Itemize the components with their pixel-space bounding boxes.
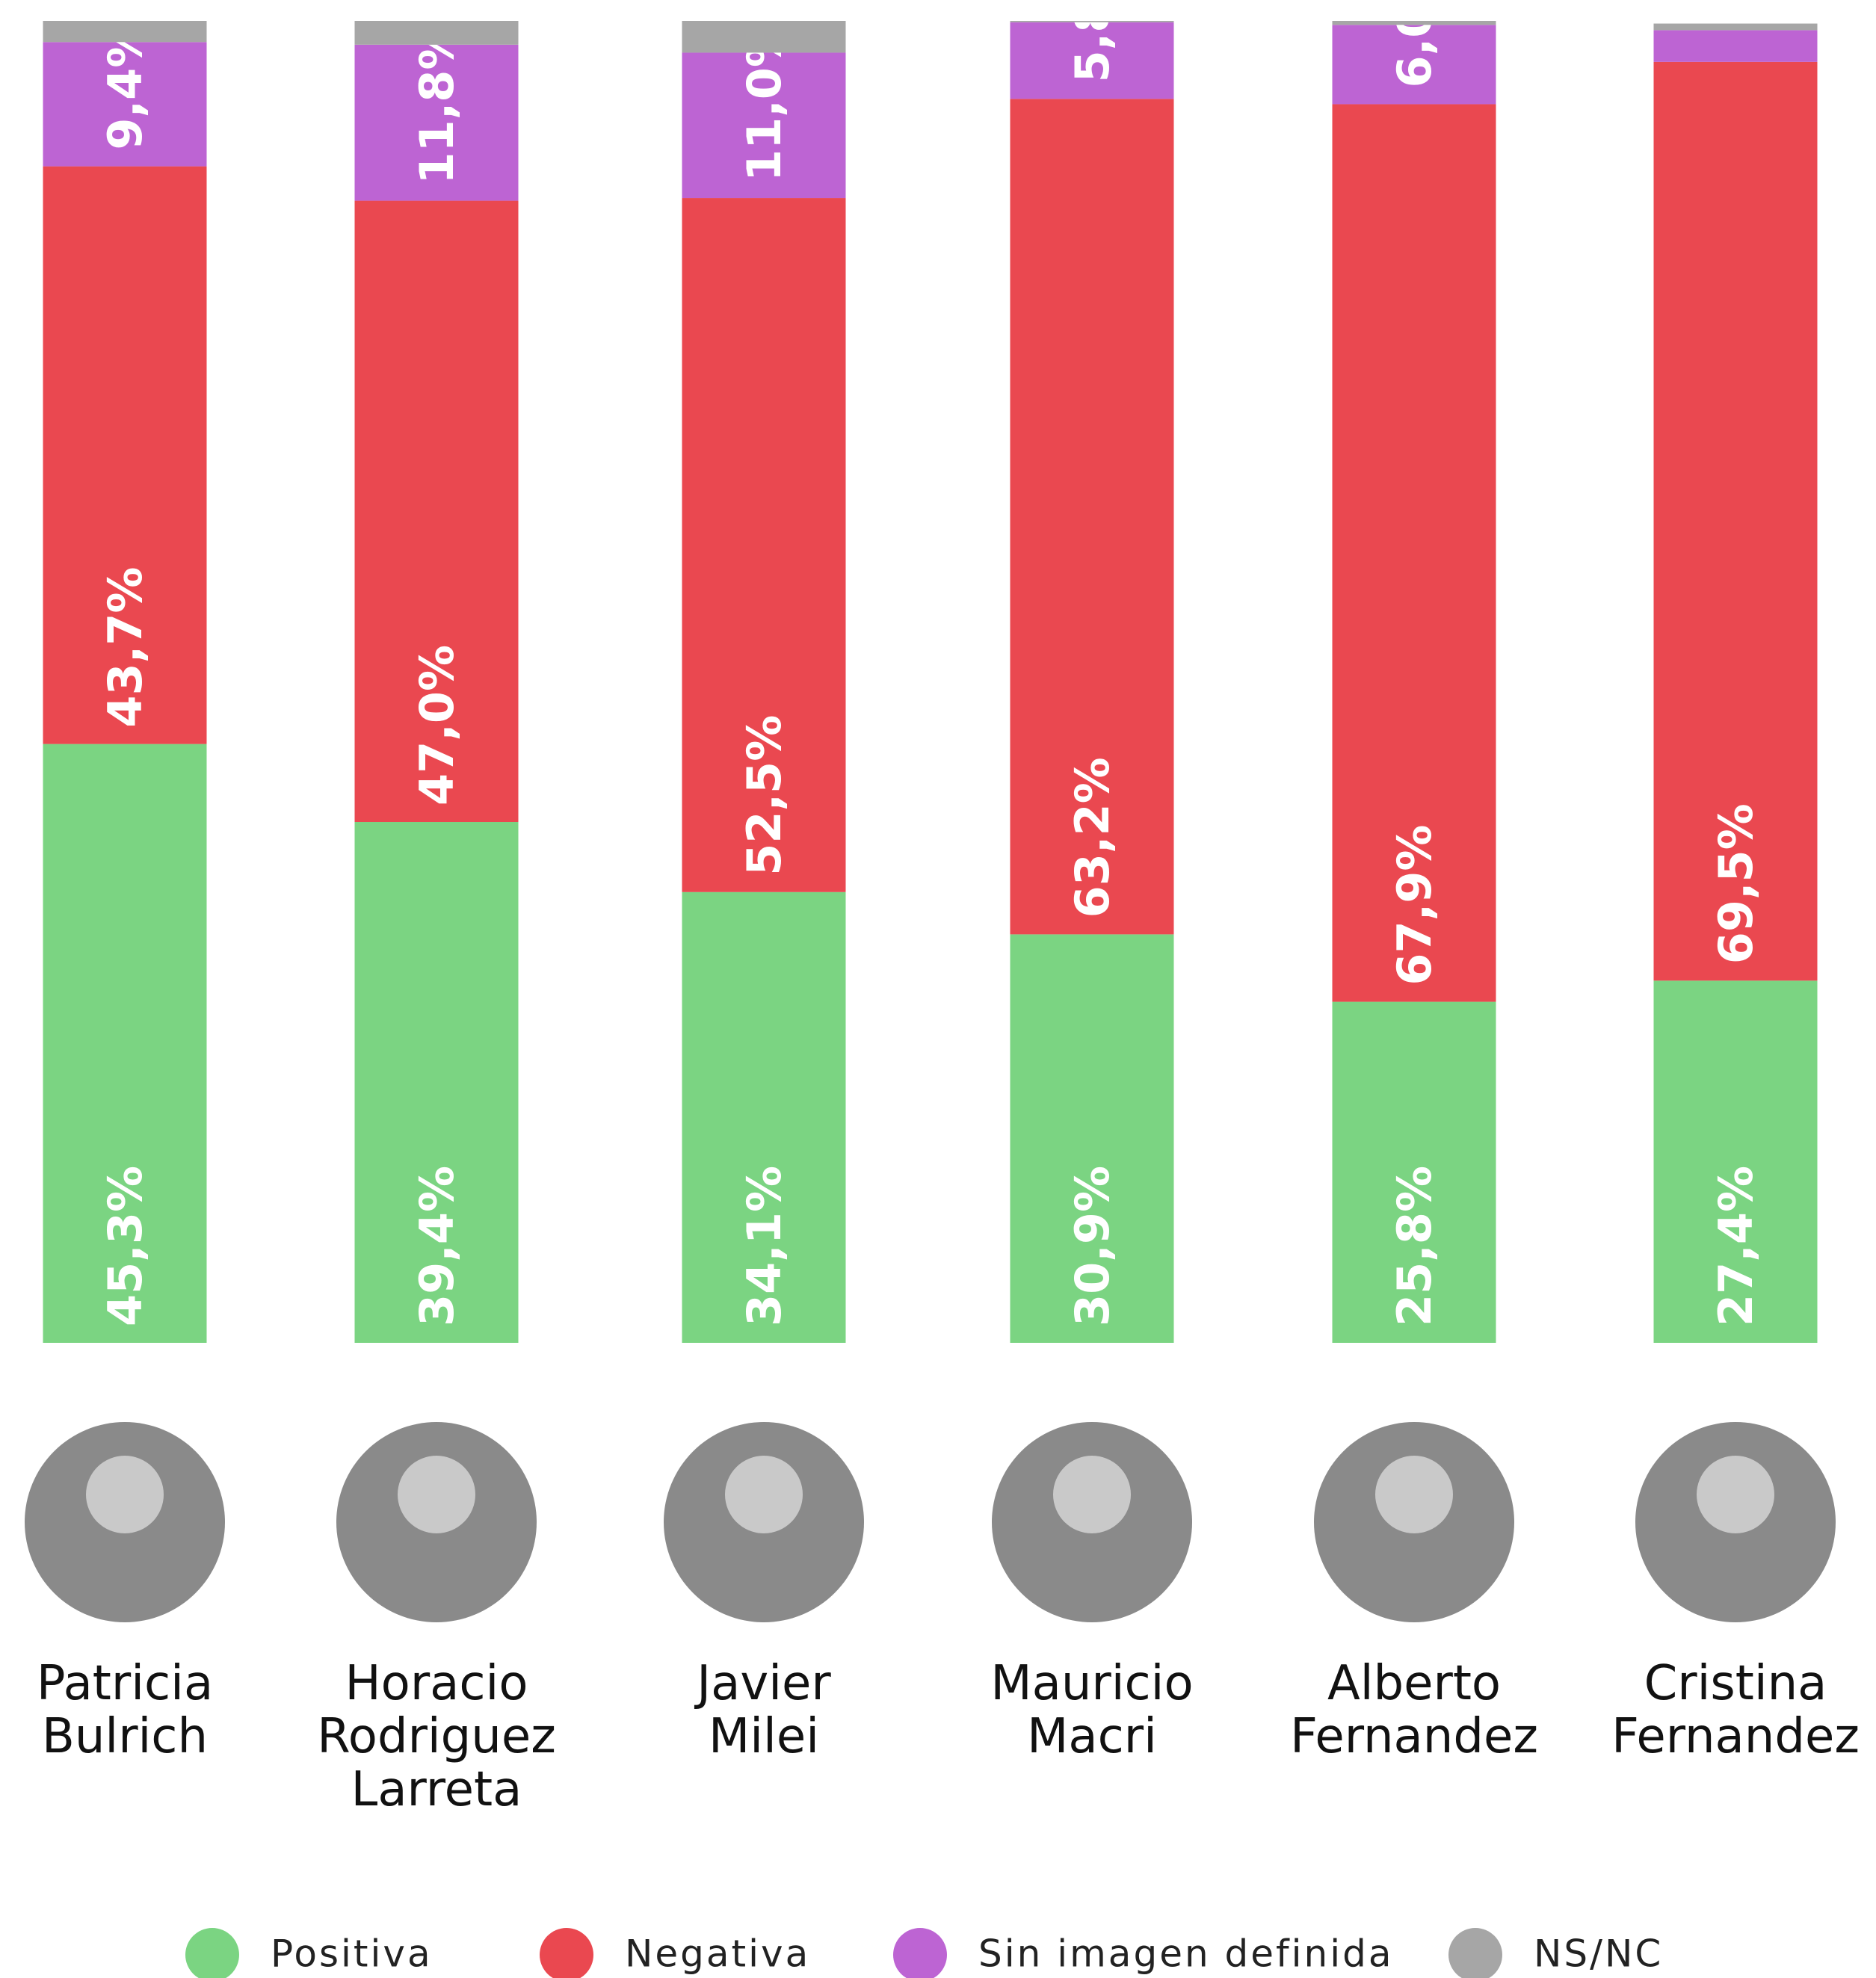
category-label: Javier Milei: [614, 1657, 913, 1764]
value-label: 47,0%: [410, 645, 464, 806]
value-label: 67,9%: [1387, 825, 1442, 986]
legend-label: Sin imagen definida: [978, 1932, 1394, 1976]
portrait-face: [1375, 1456, 1453, 1533]
legend-swatch: [893, 1928, 947, 1978]
category-label: Cristina Fernandez: [1586, 1657, 1876, 1764]
legend-swatch: [185, 1928, 239, 1978]
bar-segment: [1010, 22, 1174, 99]
value-label: 52,5%: [737, 715, 792, 876]
bar-segment: [1010, 934, 1174, 1343]
value-label: 25,8%: [1387, 1166, 1442, 1326]
bar-segment: [682, 198, 846, 892]
portrait-face: [725, 1456, 803, 1533]
bar-segment: [682, 52, 846, 199]
bar-segment: [354, 822, 519, 1343]
category-label: Mauricio Macri: [942, 1657, 1241, 1764]
value-label: 39,4%: [410, 1166, 464, 1326]
bar-segment: [354, 200, 519, 823]
legend-label: Positiva: [271, 1932, 433, 1976]
category-text: Javier Milei: [697, 1656, 831, 1764]
bar-segment: [1653, 23, 1818, 31]
value-label: 11,8%: [410, 23, 464, 184]
bar-segment: [1653, 980, 1818, 1343]
value-label: 27,4%: [1709, 1166, 1763, 1326]
portrait-face: [398, 1456, 475, 1533]
bar-segment: [1010, 21, 1174, 22]
bar-segment: [1332, 21, 1496, 25]
value-label: 6,0%: [1387, 0, 1442, 87]
bar-segment: [1653, 61, 1818, 981]
bar-segment: [1332, 1001, 1496, 1343]
value-label: 5,8%: [1065, 0, 1120, 82]
bar-segment: [682, 891, 846, 1343]
category-text: Horacio Rodriguez Larreta: [317, 1656, 556, 1817]
value-label: 63,2%: [1065, 757, 1120, 918]
value-label: 45,3%: [98, 1166, 152, 1326]
bar-segment: [1332, 104, 1496, 1002]
bar-segment: [354, 21, 519, 45]
value-label: 69,5%: [1709, 803, 1763, 964]
bar-segment: [43, 166, 207, 744]
category-label: Patricia Bulrich: [0, 1657, 274, 1764]
category-text: Mauricio Macri: [990, 1656, 1194, 1764]
bar-segment: [1010, 99, 1174, 935]
category-label: Horacio Rodriguez Larreta: [287, 1657, 586, 1817]
bar-segment: [682, 21, 846, 53]
value-label: 43,7%: [98, 567, 152, 728]
bar-segment: [1653, 30, 1818, 62]
bar-segment: [43, 42, 207, 167]
legend-label: NS/NC: [1534, 1932, 1663, 1976]
legend-label: Negativa: [625, 1932, 810, 1976]
category-text: Patricia Bulrich: [36, 1656, 214, 1764]
bar-segment: [43, 21, 207, 43]
value-label: 34,1%: [737, 1166, 792, 1326]
legend-swatch: [540, 1928, 593, 1978]
portrait-face: [1053, 1456, 1131, 1533]
portrait-face: [86, 1456, 164, 1533]
bar-segment: [1332, 25, 1496, 105]
category-label: Alberto Fernandez: [1265, 1657, 1564, 1764]
value-label: 9,4%: [98, 22, 152, 150]
category-text: Cristina Fernandez: [1611, 1656, 1860, 1764]
portrait-face: [1697, 1456, 1774, 1533]
bar-segment: [354, 44, 519, 201]
legend-swatch: [1448, 1928, 1502, 1978]
bar-segment: [43, 744, 207, 1343]
category-text: Alberto Fernandez: [1290, 1656, 1538, 1764]
value-label: 30,9%: [1065, 1166, 1120, 1326]
